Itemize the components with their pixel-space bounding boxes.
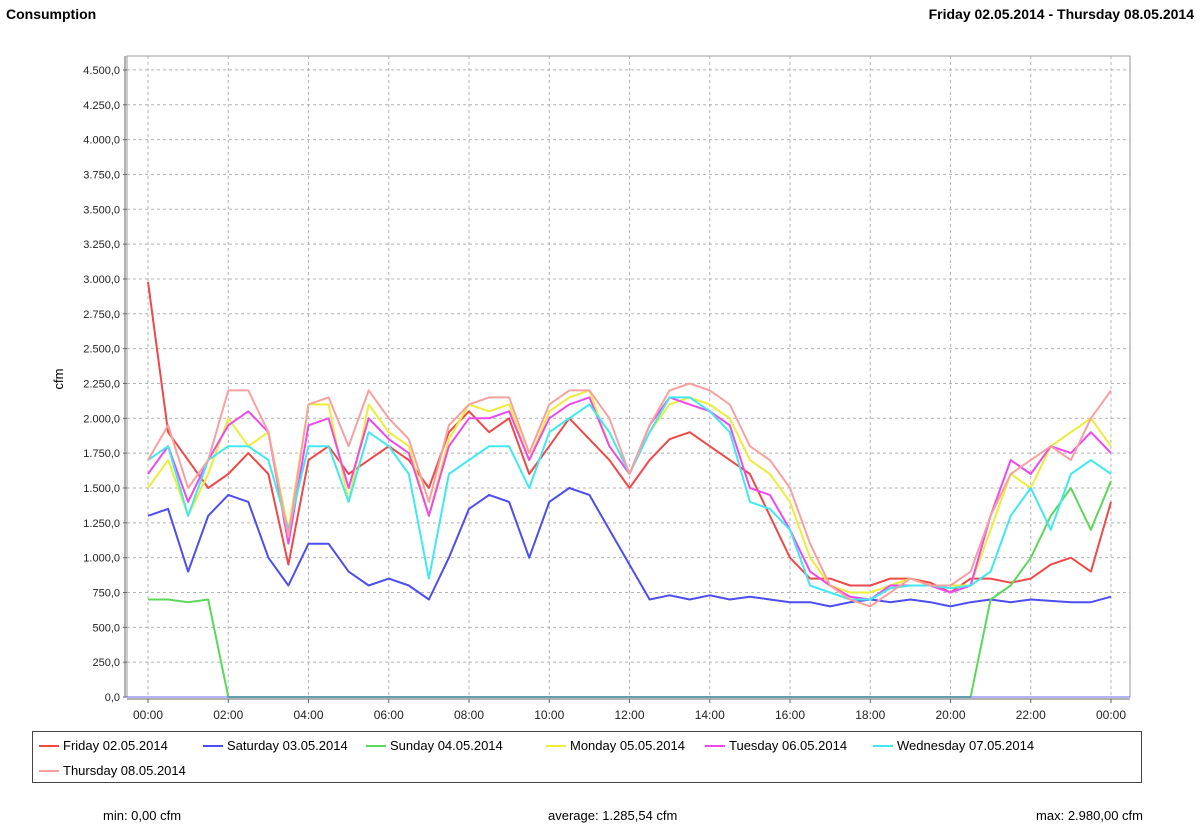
y-tick-label: 2.000,0 <box>83 413 120 425</box>
legend-swatch <box>546 744 566 747</box>
y-tick-label: 3.000,0 <box>83 274 120 286</box>
legend: Friday 02.05.2014 Saturday 03.05.2014 Sund… <box>32 731 1142 783</box>
y-tick-label: 3.250,0 <box>83 239 120 251</box>
legend-item-friday: Friday 02.05.2014 <box>39 738 168 753</box>
legend-item-saturday: Saturday 03.05.2014 <box>203 738 348 753</box>
legend-label: Saturday 03.05.2014 <box>227 738 348 753</box>
y-axis-label: cfm <box>51 369 66 390</box>
grid <box>126 55 1131 698</box>
legend-swatch <box>873 744 893 747</box>
x-tick-label: 14:00 <box>695 708 725 722</box>
y-tick-label: 1.500,0 <box>83 483 120 495</box>
x-tick-label: 00:00 <box>1096 708 1126 722</box>
legend-item-wednesday: Wednesday 07.05.2014 <box>873 738 1034 753</box>
y-tick-label: 2.500,0 <box>83 344 120 356</box>
y-tick-label: 500,0 <box>92 622 120 634</box>
axes: 0,0 250,0 500,0 750,0 1.000,0 1.250,0 1.500,0 1… <box>83 56 1130 722</box>
y-tick-label: 2.750,0 <box>83 309 120 321</box>
x-tick-label: 22:00 <box>1016 708 1046 722</box>
x-tick-label: 04:00 <box>293 708 323 722</box>
legend-label: Friday 02.05.2014 <box>63 738 168 753</box>
legend-label: Wednesday 07.05.2014 <box>897 738 1035 753</box>
legend-label: Monday 05.05.2014 <box>570 738 685 753</box>
legend-swatch <box>39 769 59 772</box>
consumption-chart: 0,0 250,0 500,0 750,0 1.000,0 1.250,0 1.500,0 1… <box>51 55 1131 722</box>
x-tick-label: 16:00 <box>775 708 805 722</box>
legend-label: Sunday 04.05.2014 <box>390 738 503 753</box>
legend-swatch <box>39 744 59 747</box>
x-tick-label: 12:00 <box>614 708 644 722</box>
y-tick-label: 1.250,0 <box>83 518 120 530</box>
series-line-saturday <box>147 487 1112 608</box>
x-tick-label: 00:00 <box>133 708 163 722</box>
x-tick-label: 18:00 <box>855 708 885 722</box>
x-tick-label: 06:00 <box>374 708 404 722</box>
y-tick-label: 4.500,0 <box>83 65 120 77</box>
chart-title: Consumption <box>6 6 97 22</box>
y-tick-label: 250,0 <box>92 657 120 669</box>
stat-average: average: 1.285,54 cfm <box>548 808 678 823</box>
x-tick-label: 20:00 <box>935 708 965 722</box>
plot-area <box>126 55 1131 698</box>
y-tick-label: 750,0 <box>92 587 120 599</box>
y-tick-label: 4.250,0 <box>83 100 120 112</box>
stat-min: min: 0,00 cfm <box>103 808 182 823</box>
stat-max: max: 2.980,00 cfm <box>1036 808 1143 823</box>
x-tick-label: 02:00 <box>213 708 243 722</box>
x-tick-label: 10:00 <box>534 708 564 722</box>
legend-label: Tuesday 06.05.2014 <box>729 738 848 753</box>
legend-item-thursday: Thursday 08.05.2014 <box>39 763 186 778</box>
legend-label: Thursday 08.05.2014 <box>63 763 186 778</box>
y-tick-label: 1.000,0 <box>83 553 120 565</box>
y-tick-label: 3.500,0 <box>83 204 120 216</box>
legend-item-monday: Monday 05.05.2014 <box>546 738 685 753</box>
legend-item-sunday: Sunday 04.05.2014 <box>366 738 503 753</box>
legend-swatch <box>203 744 223 747</box>
x-tick-label: 08:00 <box>454 708 484 722</box>
legend-swatch <box>366 744 386 747</box>
legend-swatch <box>705 744 725 747</box>
y-tick-label: 3.750,0 <box>83 169 120 181</box>
series-line-thursday <box>147 382 1112 608</box>
date-range: Friday 02.05.2014 - Thursday 08.05.2014 <box>928 6 1194 22</box>
legend-item-tuesday: Tuesday 06.05.2014 <box>705 738 847 753</box>
y-tick-label: 2.250,0 <box>83 378 120 390</box>
y-tick-label: 4.000,0 <box>83 135 120 147</box>
y-tick-label: 0,0 <box>105 692 120 704</box>
y-tick-label: 1.750,0 <box>83 448 120 460</box>
